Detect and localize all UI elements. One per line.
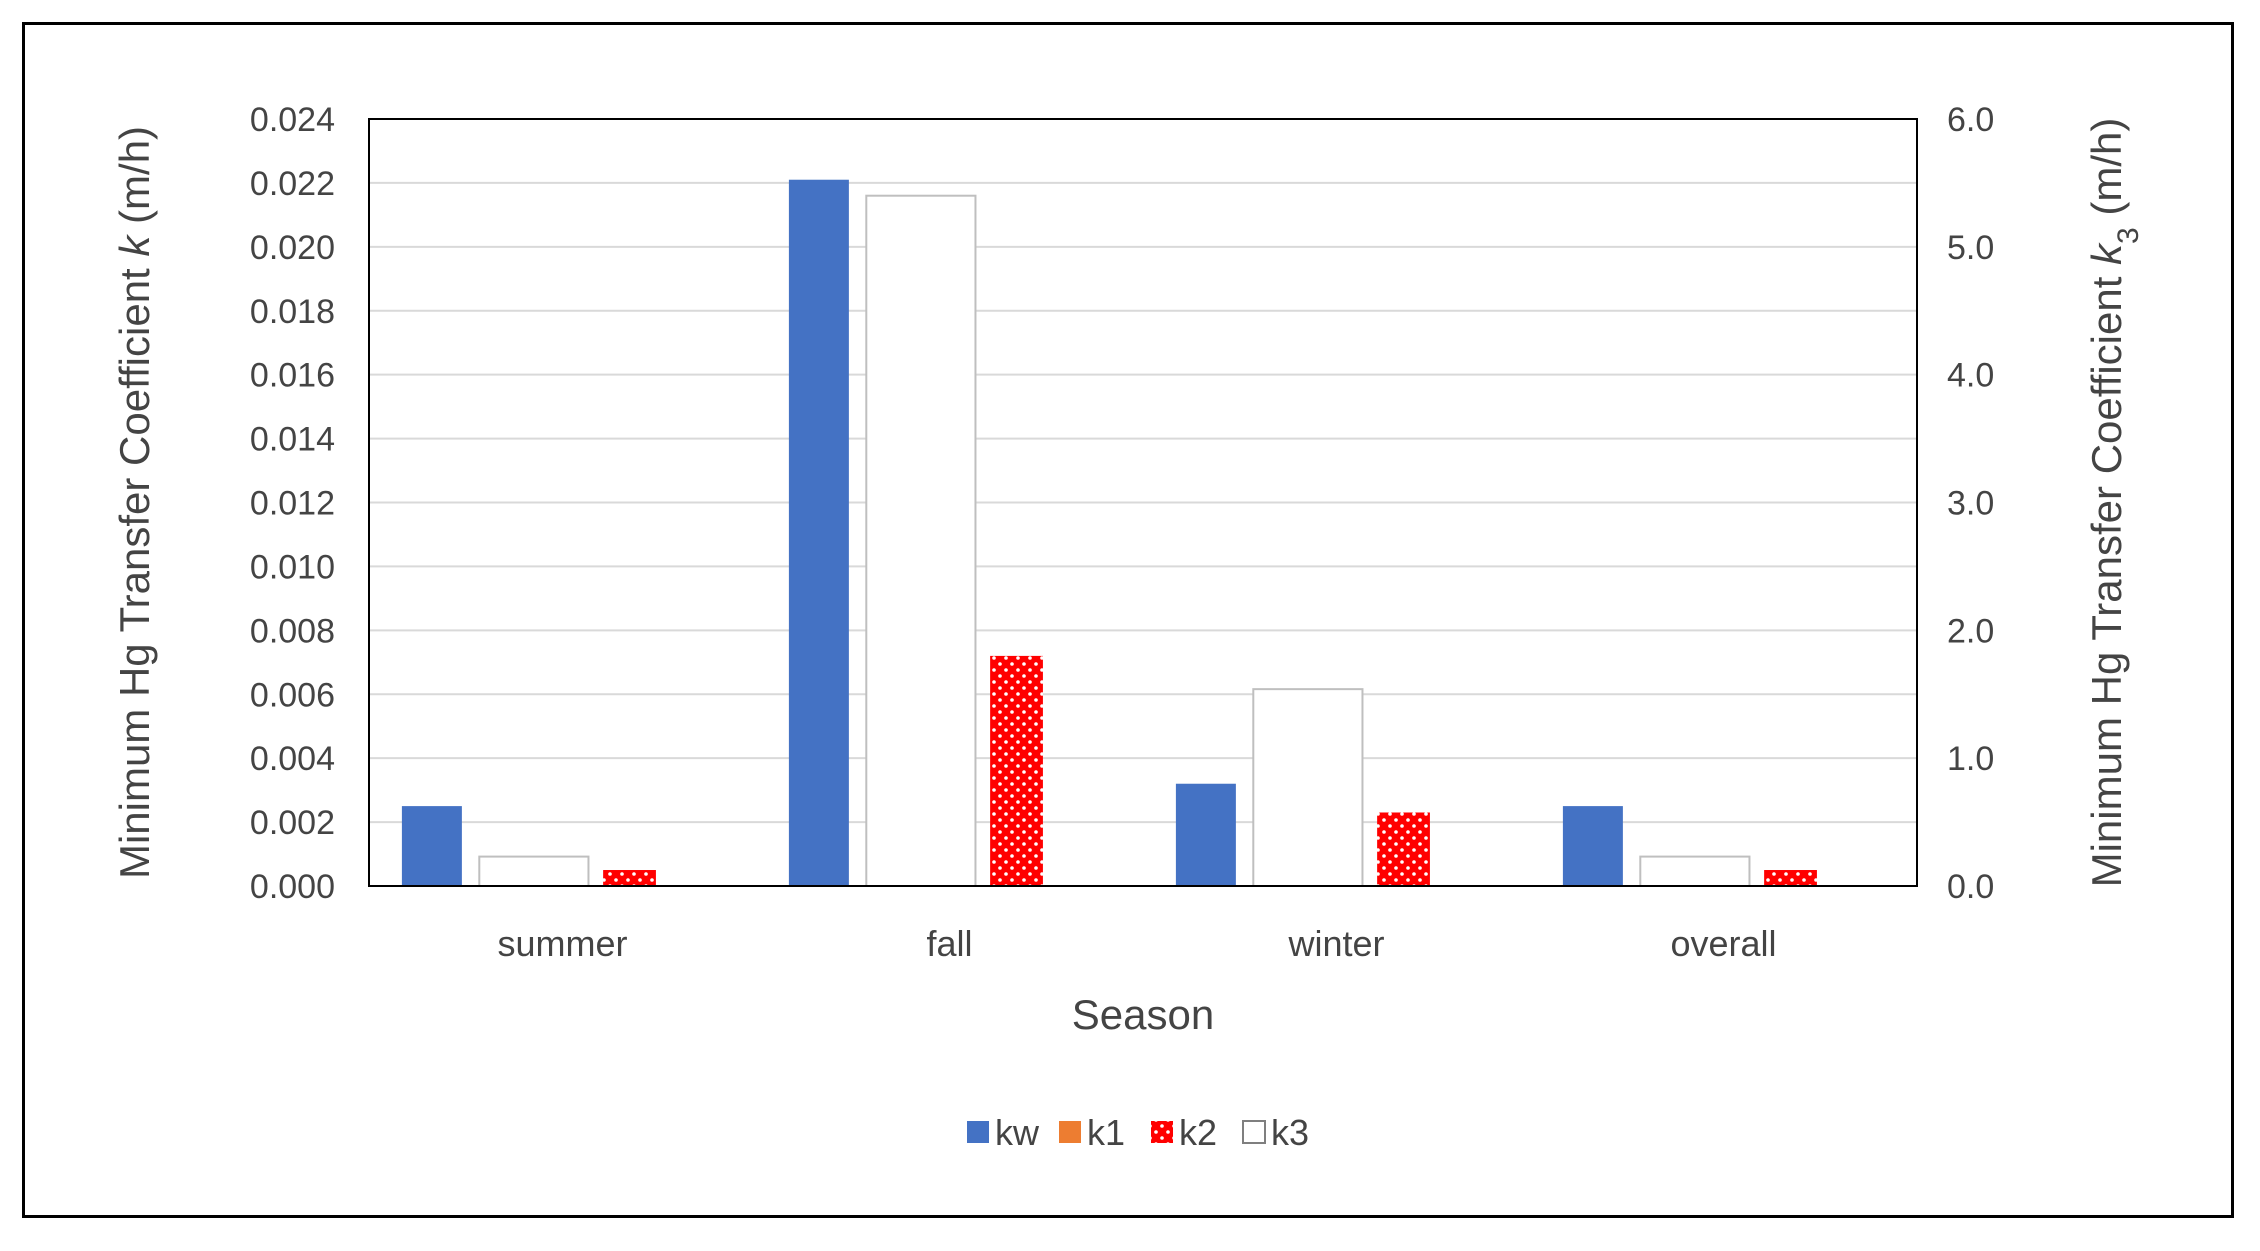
- bars: [401, 179, 1817, 887]
- chart-frame: 0.000 0.002 0.004 0.006 0.008 0.010 0.012 0.014…: [22, 22, 2234, 1218]
- legend-label-kw: kw: [995, 1112, 1040, 1153]
- y2-tick-label: 2.0: [1947, 612, 1994, 650]
- category-label: fall: [926, 923, 972, 964]
- x-axis-title: Season: [1072, 991, 1214, 1038]
- y-tick-label: 0.004: [250, 740, 335, 778]
- y-tick-label: 0.006: [250, 676, 335, 714]
- y-tick-label: 0.018: [250, 293, 335, 331]
- bar-k2-fall: [990, 655, 1043, 886]
- y-tick-label: 0.002: [250, 804, 335, 842]
- bar-k3-fall: [865, 194, 977, 887]
- bar-k2-overall: [1764, 870, 1817, 886]
- y-tick-label: 0.014: [250, 421, 335, 459]
- y2-tick-label: 3.0: [1947, 485, 1994, 523]
- bar-k3-summer: [478, 855, 590, 887]
- category-label: winter: [1287, 923, 1384, 964]
- y2-tick-label: 6.0: [1947, 101, 1994, 139]
- y-tick-label: 0.016: [250, 357, 335, 395]
- legend-label-k2: k2: [1179, 1112, 1217, 1153]
- legend-swatch-kw: [967, 1121, 989, 1143]
- y-tick-label: 0.022: [250, 165, 335, 203]
- y-tick-label: 0.008: [250, 612, 335, 650]
- category-label: overall: [1670, 923, 1776, 964]
- legend-swatch-k2: [1151, 1121, 1173, 1143]
- bar-k3-winter: [1252, 688, 1364, 887]
- legend-swatch-k3: [1242, 1120, 1266, 1144]
- y-tick-label: 0.000: [250, 868, 335, 906]
- x-axis-categories: summer fall winter overall: [497, 923, 1776, 964]
- legend: kw k1 k2 k3: [967, 1112, 1309, 1153]
- y2-axis-ticks: 0.0 1.0 2.0 3.0 4.0 5.0 6.0: [1947, 101, 1994, 906]
- bar-kw-winter: [1175, 783, 1236, 886]
- bar-chart: 0.000 0.002 0.004 0.006 0.008 0.010 0.012 0.014…: [111, 101, 2145, 1153]
- bar-kw-overall: [1562, 806, 1623, 886]
- bar-kw-fall: [788, 179, 849, 887]
- y2-axis-title: Minimum Hg Transfer Coefficient k3 (m/h): [2083, 118, 2145, 888]
- gridlines: [369, 181, 1917, 824]
- plot-area-border: [368, 118, 1918, 887]
- y-tick-label: 0.020: [250, 229, 335, 267]
- y2-tick-label: 1.0: [1947, 740, 1994, 778]
- y2-tick-label: 0.0: [1947, 868, 1994, 906]
- y-tick-label: 0.024: [250, 101, 335, 139]
- category-label: summer: [497, 923, 627, 964]
- y2-tick-label: 4.0: [1947, 357, 1994, 395]
- legend-label-k3: k3: [1271, 1112, 1309, 1153]
- y-tick-label: 0.012: [250, 485, 335, 523]
- bar-k2-winter: [1377, 812, 1430, 886]
- bar-k2-summer: [603, 870, 656, 886]
- legend-swatch-k1: [1059, 1121, 1081, 1143]
- y-tick-label: 0.010: [250, 548, 335, 586]
- legend-label-k1: k1: [1087, 1112, 1125, 1153]
- y-axis-ticks: 0.000 0.002 0.004 0.006 0.008 0.010 0.012 0.014…: [250, 101, 335, 906]
- y-axis-title: Minimum Hg Transfer Coefficient k (m/h): [111, 126, 158, 879]
- bar-kw-summer: [401, 806, 462, 886]
- bar-k3-overall: [1639, 855, 1751, 887]
- y2-tick-label: 5.0: [1947, 229, 1994, 267]
